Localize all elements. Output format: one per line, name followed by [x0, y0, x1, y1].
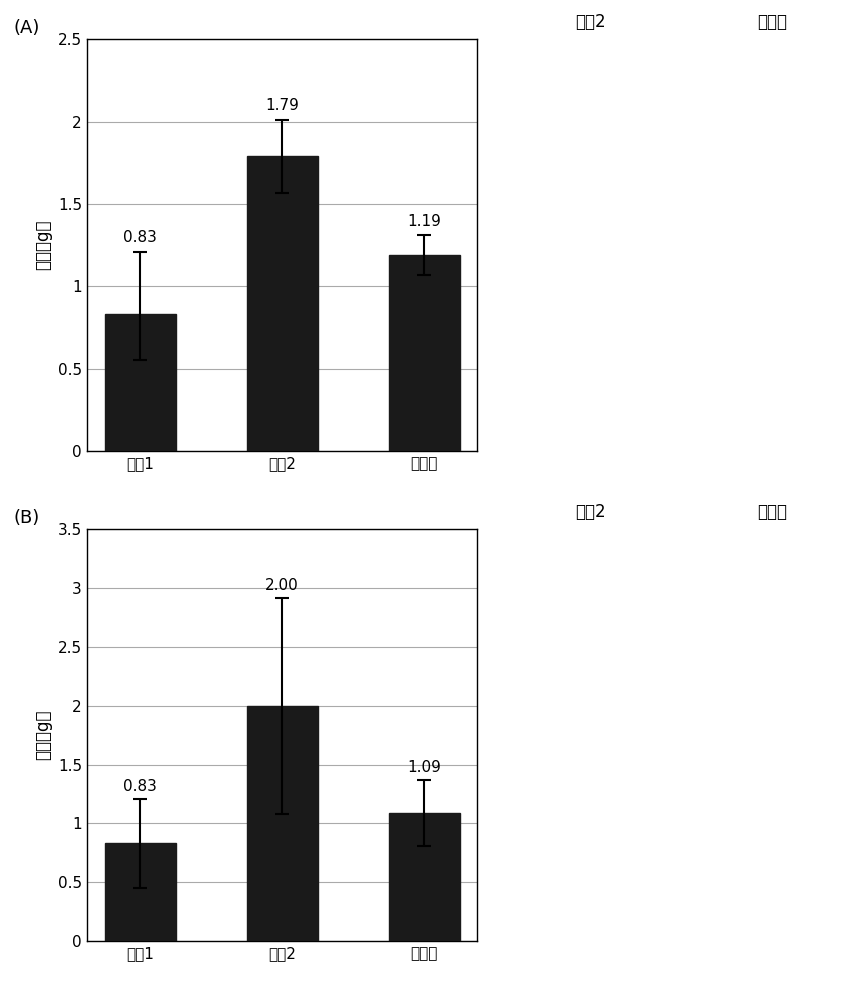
Bar	[104, 843, 175, 941]
Text: 0.83: 0.83	[123, 230, 157, 245]
Bar	[389, 813, 460, 941]
Text: 2.00: 2.00	[266, 578, 299, 593]
Text: 5mm: 5mm	[559, 450, 591, 463]
Text: 实施例: 实施例	[758, 13, 787, 31]
Bar	[104, 314, 175, 451]
Text: 1.79: 1.79	[265, 98, 299, 113]
Text: (B): (B)	[13, 509, 39, 527]
Text: 对煱2: 对煱2	[575, 503, 606, 521]
Y-axis label: 重量（g）: 重量（g）	[34, 710, 52, 760]
Text: (A): (A)	[13, 19, 39, 37]
Bar	[247, 706, 318, 941]
Text: 5mm: 5mm	[741, 940, 773, 953]
Y-axis label: 重量（g）: 重量（g）	[34, 220, 52, 270]
Text: 对煱2: 对煱2	[575, 13, 606, 31]
Bar	[389, 255, 460, 451]
Text: 实施例: 实施例	[758, 503, 787, 521]
Text: 1.19: 1.19	[407, 214, 441, 229]
Text: 1.09: 1.09	[407, 760, 441, 775]
Bar	[247, 156, 318, 451]
Text: 5mm: 5mm	[741, 450, 773, 463]
Text: 0.83: 0.83	[123, 779, 157, 794]
Text: 5mm: 5mm	[559, 940, 591, 953]
